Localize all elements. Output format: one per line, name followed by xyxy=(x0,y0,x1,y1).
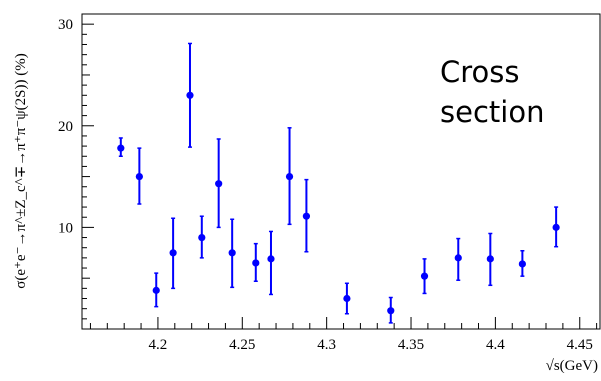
y-tick-label: 30 xyxy=(58,17,73,33)
annotation-line-2: section xyxy=(440,95,544,129)
annotation-line-1: Cross xyxy=(440,55,520,89)
data-marker xyxy=(285,172,294,181)
data-marker xyxy=(198,233,206,242)
y-tick-label: 10 xyxy=(58,220,73,236)
data-marker xyxy=(228,249,236,257)
data-marker xyxy=(454,254,462,262)
data-point xyxy=(215,138,223,229)
x-tick-label: 4.4 xyxy=(486,337,505,353)
data-point xyxy=(387,296,395,324)
data-marker xyxy=(152,286,160,294)
data-point xyxy=(186,42,194,148)
data-point xyxy=(135,147,143,205)
data-point xyxy=(454,237,462,281)
data-point xyxy=(228,218,236,289)
x-tick-label: 4.2 xyxy=(149,337,168,353)
plot-frame xyxy=(81,13,601,330)
data-marker xyxy=(552,223,560,231)
data-marker xyxy=(387,307,395,315)
data-marker xyxy=(343,294,351,303)
data-marker xyxy=(302,212,311,220)
data-point xyxy=(518,250,526,277)
y-axis-label: σ(e⁺e⁻→π^±Z_c^∓→π⁺π⁻ψ(2S)) (%) xyxy=(13,53,29,288)
data-point xyxy=(552,206,560,248)
data-point xyxy=(343,282,351,315)
y-axis-ticks: 10 20 30 xyxy=(58,13,94,320)
data-point xyxy=(169,217,177,290)
x-tick-label: 4.45 xyxy=(567,337,593,353)
x-tick-label: 4.3 xyxy=(317,337,336,353)
data-point xyxy=(420,258,429,295)
data-marker xyxy=(135,172,143,181)
data-point xyxy=(198,215,206,259)
x-tick-label: 4.25 xyxy=(229,337,255,353)
data-marker xyxy=(518,260,526,268)
x-axis-ticks: 4.2 4.25 4.3 4.35 4.4 4.45 xyxy=(89,317,598,353)
data-series xyxy=(117,42,560,324)
data-point xyxy=(152,272,160,308)
data-marker xyxy=(117,144,125,152)
data-point xyxy=(267,230,275,296)
x-axis-label: √s(GeV) xyxy=(546,358,598,374)
data-point xyxy=(117,137,125,158)
data-point xyxy=(302,178,311,253)
data-point xyxy=(252,242,260,282)
data-marker xyxy=(215,180,223,188)
x-tick-label: 4.35 xyxy=(398,337,424,353)
data-point xyxy=(285,127,294,226)
data-marker xyxy=(420,272,429,280)
data-marker xyxy=(186,91,194,99)
data-marker xyxy=(486,255,494,263)
data-marker xyxy=(267,255,275,263)
data-marker xyxy=(169,249,177,257)
y-tick-label: 20 xyxy=(58,119,73,135)
data-marker xyxy=(252,259,260,267)
data-point xyxy=(486,232,494,287)
